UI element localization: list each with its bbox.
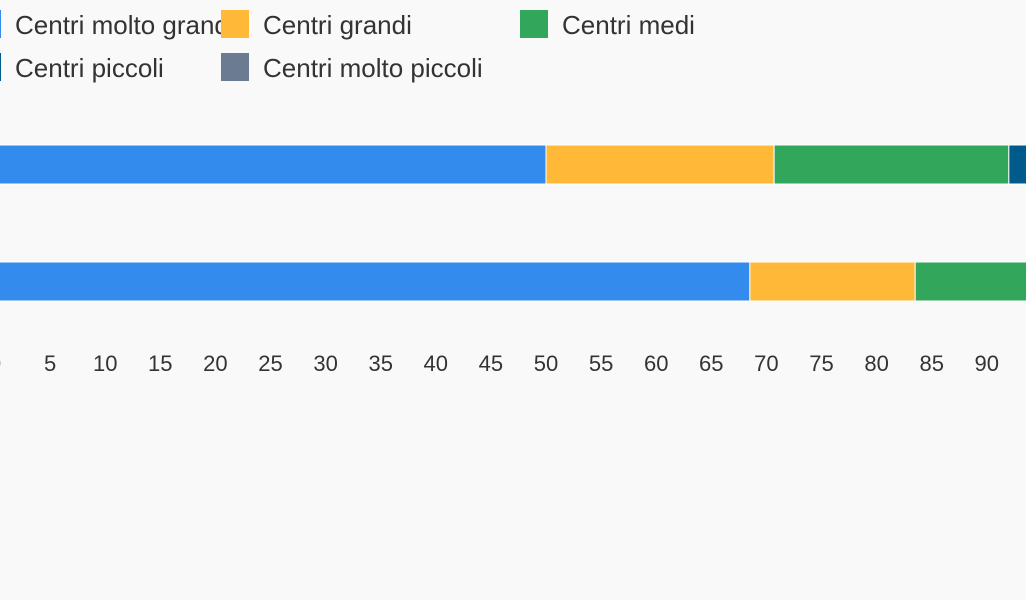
x-tick-label: 90 <box>975 351 999 376</box>
x-tick-label: 50 <box>534 351 558 376</box>
x-tick-label: 20 <box>203 351 227 376</box>
x-tick-label: 70 <box>754 351 778 376</box>
bar-segment <box>773 144 1010 185</box>
legend-swatch-centri-medi <box>520 10 548 38</box>
bar-segment <box>0 261 751 302</box>
x-tick-label: 15 <box>148 351 172 376</box>
chart-bars <box>0 144 1026 302</box>
bar-segment <box>0 144 547 185</box>
x-tick-label: 85 <box>919 351 943 376</box>
legend-label-centri-molto-piccoli: Centri molto piccoli <box>263 53 483 83</box>
legend-label-centri-molto-grandi: Centri molto grandi <box>15 10 235 40</box>
x-tick-label: 45 <box>479 351 503 376</box>
legend-label-centri-piccoli: Centri piccoli <box>15 53 164 83</box>
bar-segment <box>914 261 1026 302</box>
x-tick-label: 35 <box>368 351 392 376</box>
legend-item-centri-molto-piccoli: Centri molto piccoli <box>221 53 483 83</box>
bar-segment <box>545 144 775 185</box>
bar-segment <box>1008 144 1026 185</box>
legend-item-centri-piccoli: Centri piccoli <box>0 53 164 83</box>
bar-segment <box>749 261 916 302</box>
legend-item-centri-molto-grandi: Centri molto grandi <box>0 10 235 40</box>
x-tick-label: 60 <box>644 351 668 376</box>
x-tick-label: 80 <box>864 351 888 376</box>
chart-legend: Centri molto grandi Centri grandi Centri m… <box>0 10 695 83</box>
x-tick-label: 55 <box>589 351 613 376</box>
legend-item-centri-medi: Centri medi <box>520 10 695 40</box>
x-tick-label: 30 <box>313 351 337 376</box>
legend-swatch-centri-molto-grandi <box>0 10 1 38</box>
x-tick-label: 0 <box>0 351 1 376</box>
legend-item-centri-grandi: Centri grandi <box>221 10 412 40</box>
legend-swatch-centri-piccoli <box>0 53 1 81</box>
legend-label-centri-medi: Centri medi <box>562 10 695 40</box>
x-axis: 0510152025303540455055606570758085909510… <box>0 351 999 376</box>
x-tick-label: 25 <box>258 351 282 376</box>
legend-swatch-centri-molto-piccoli <box>221 53 249 81</box>
legend-swatch-centri-grandi <box>221 10 249 38</box>
x-tick-label: 40 <box>424 351 448 376</box>
x-tick-label: 5 <box>44 351 56 376</box>
x-tick-label: 75 <box>809 351 833 376</box>
x-tick-label: 65 <box>699 351 723 376</box>
x-tick-label: 10 <box>93 351 117 376</box>
legend-label-centri-grandi: Centri grandi <box>263 10 412 40</box>
